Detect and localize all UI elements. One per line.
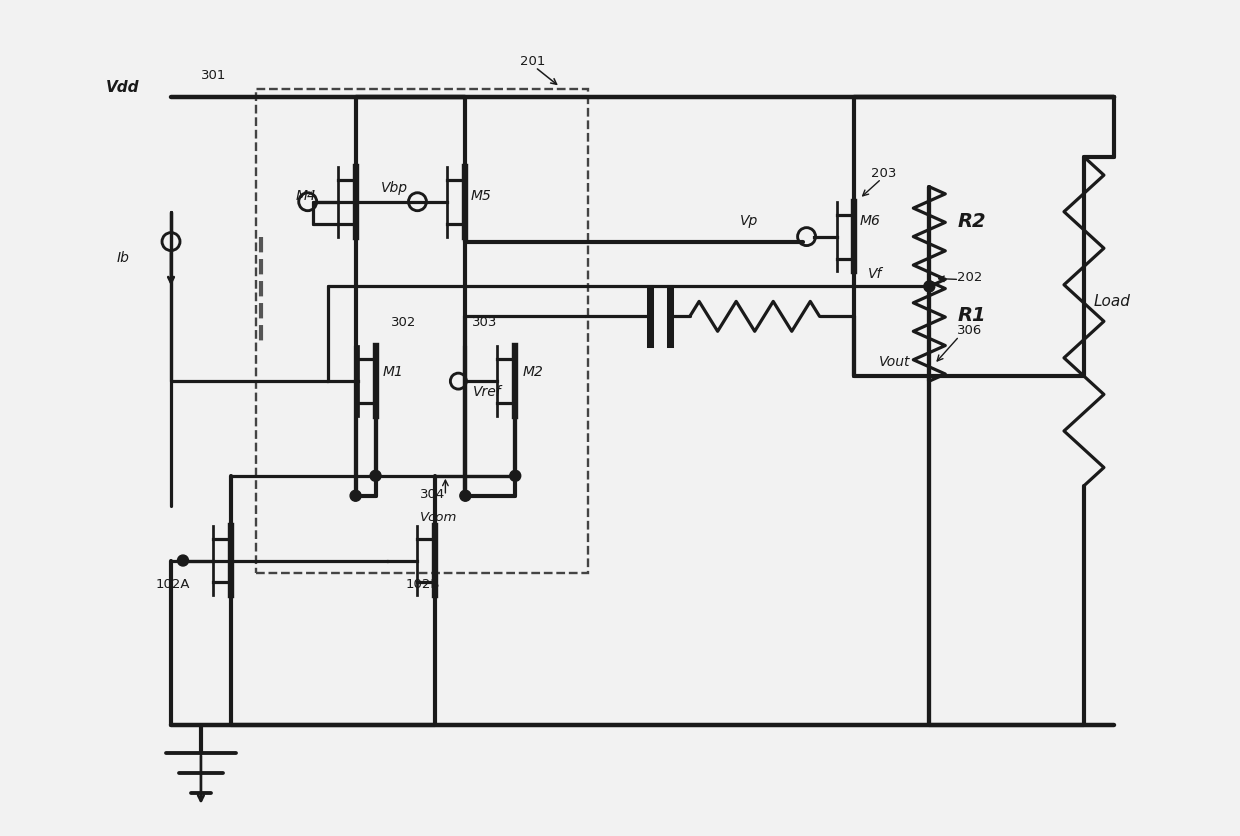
Text: 202: 202 — [957, 272, 982, 284]
Text: Load: Load — [1094, 294, 1131, 309]
Text: Vcom: Vcom — [420, 511, 458, 523]
Text: 301: 301 — [201, 69, 227, 82]
Text: 203: 203 — [872, 167, 897, 180]
Text: 201: 201 — [521, 55, 546, 69]
Text: R1: R1 — [957, 306, 986, 325]
Circle shape — [460, 490, 471, 502]
Text: Vout: Vout — [879, 355, 911, 370]
Circle shape — [350, 490, 361, 502]
Text: Vdd: Vdd — [107, 80, 140, 95]
Circle shape — [510, 471, 521, 482]
Text: Vp: Vp — [740, 214, 758, 227]
Text: 303: 303 — [472, 316, 497, 329]
Text: M4: M4 — [295, 189, 316, 202]
Text: M1: M1 — [382, 365, 403, 380]
Text: R2: R2 — [957, 212, 986, 231]
Text: Vf: Vf — [868, 268, 882, 282]
Text: Vref: Vref — [474, 385, 502, 399]
Text: M6: M6 — [859, 214, 880, 227]
Circle shape — [177, 555, 188, 566]
Text: Vbp: Vbp — [381, 181, 408, 195]
Text: M5: M5 — [470, 189, 491, 202]
Text: 102B: 102B — [405, 579, 440, 591]
Circle shape — [924, 281, 935, 292]
Text: 304: 304 — [420, 487, 445, 501]
Text: Ib: Ib — [117, 251, 129, 264]
Text: 302: 302 — [391, 316, 415, 329]
Circle shape — [370, 471, 381, 482]
Text: M2: M2 — [522, 365, 543, 380]
Text: 102A: 102A — [156, 579, 191, 591]
Text: 306: 306 — [957, 324, 982, 337]
